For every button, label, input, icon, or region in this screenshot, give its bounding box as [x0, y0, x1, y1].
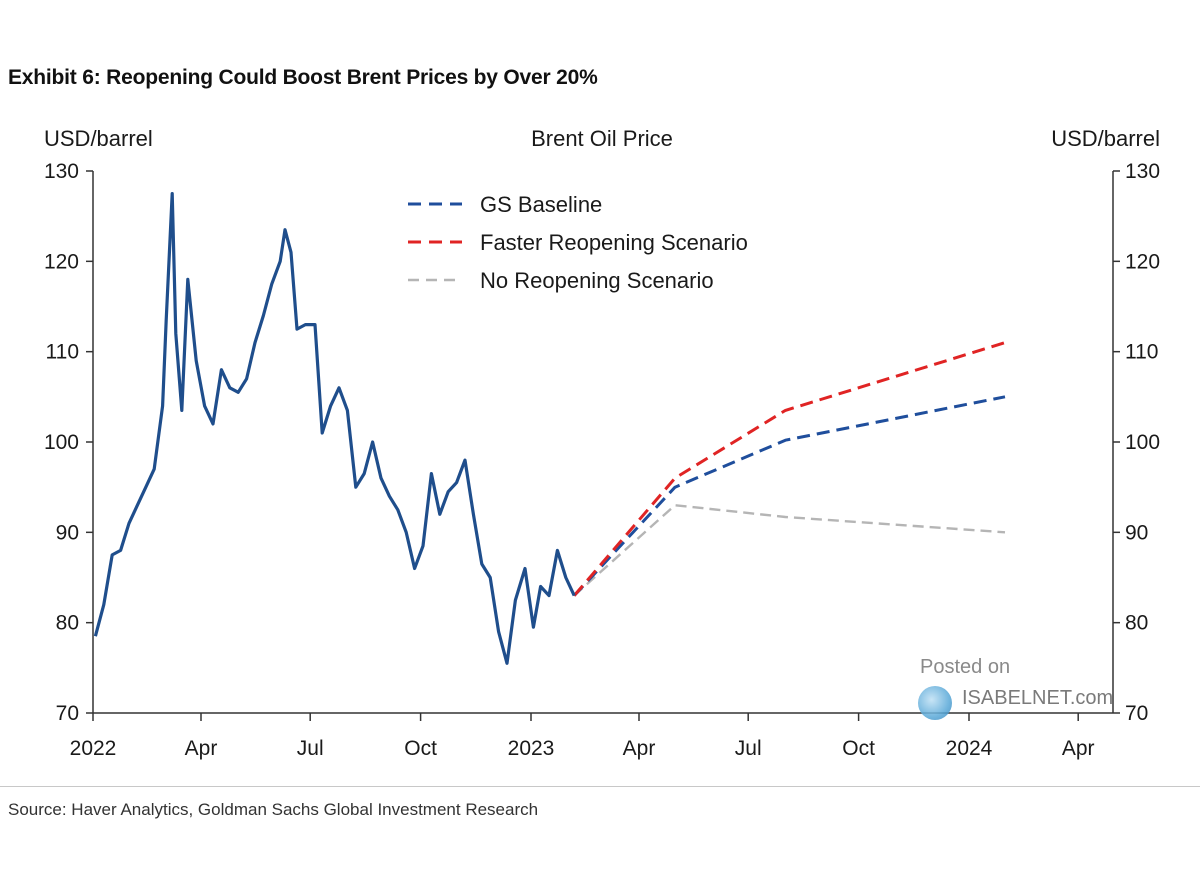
y-tick-label-left: 100	[44, 431, 79, 454]
x-tick-label: 2024	[946, 737, 993, 760]
x-tick-label: Apr	[1062, 737, 1095, 760]
x-tick-label: Oct	[842, 737, 875, 760]
series-layer	[93, 192, 1006, 665]
x-tick-label: Apr	[185, 737, 218, 760]
y-tick-label-right: 120	[1125, 250, 1160, 273]
y-tick-label-left: 130	[44, 160, 79, 183]
x-tick-label: Apr	[623, 737, 656, 760]
y-tick-label-left: 80	[56, 612, 79, 635]
legend-label-faster: Faster Reopening Scenario	[480, 230, 748, 255]
right-axis-unit-label: USD/barrel	[1051, 126, 1160, 151]
y-tick-label-right: 80	[1125, 612, 1148, 635]
series-history-line	[93, 192, 576, 665]
series-no-reopening-line	[573, 504, 1006, 597]
series-baseline-line	[573, 395, 1006, 597]
source-note: Source: Haver Analytics, Goldman Sachs G…	[8, 800, 539, 819]
series-faster-line	[573, 341, 1006, 597]
y-tick-label-left: 120	[44, 250, 79, 273]
legend-label-no-reopening: No Reopening Scenario	[480, 268, 714, 293]
y-tick-label-left: 90	[56, 521, 79, 544]
x-tick-label: 2023	[508, 737, 555, 760]
x-tick-label: Jul	[297, 737, 324, 760]
globe-icon	[918, 686, 952, 720]
watermark-posted-on: Posted on	[920, 656, 1011, 678]
legend: GS Baseline Faster Reopening Scenario No R…	[408, 192, 748, 293]
legend-label-baseline: GS Baseline	[480, 192, 602, 217]
x-tick-label: Jul	[735, 737, 762, 760]
y-tick-label-left: 110	[46, 341, 79, 364]
left-axis-unit-label: USD/barrel	[44, 126, 153, 151]
y-tick-label-right: 110	[1125, 341, 1158, 364]
y-tick-label-right: 70	[1125, 702, 1148, 725]
y-tick-label-right: 90	[1125, 521, 1148, 544]
x-tick-label: 2022	[70, 737, 117, 760]
y-tick-label-right: 130	[1125, 160, 1160, 183]
y-tick-label-left: 70	[56, 702, 79, 725]
exhibit-title: Exhibit 6: Reopening Could Boost Brent P…	[8, 66, 598, 89]
watermark: Posted on ISABELNET.com	[918, 656, 1114, 720]
x-tick-label: Oct	[404, 737, 437, 760]
chart-title: Brent Oil Price	[531, 126, 673, 151]
footer-divider	[0, 786, 1200, 787]
watermark-brand: ISABELNET.com	[962, 687, 1114, 709]
y-tick-label-right: 100	[1125, 431, 1160, 454]
